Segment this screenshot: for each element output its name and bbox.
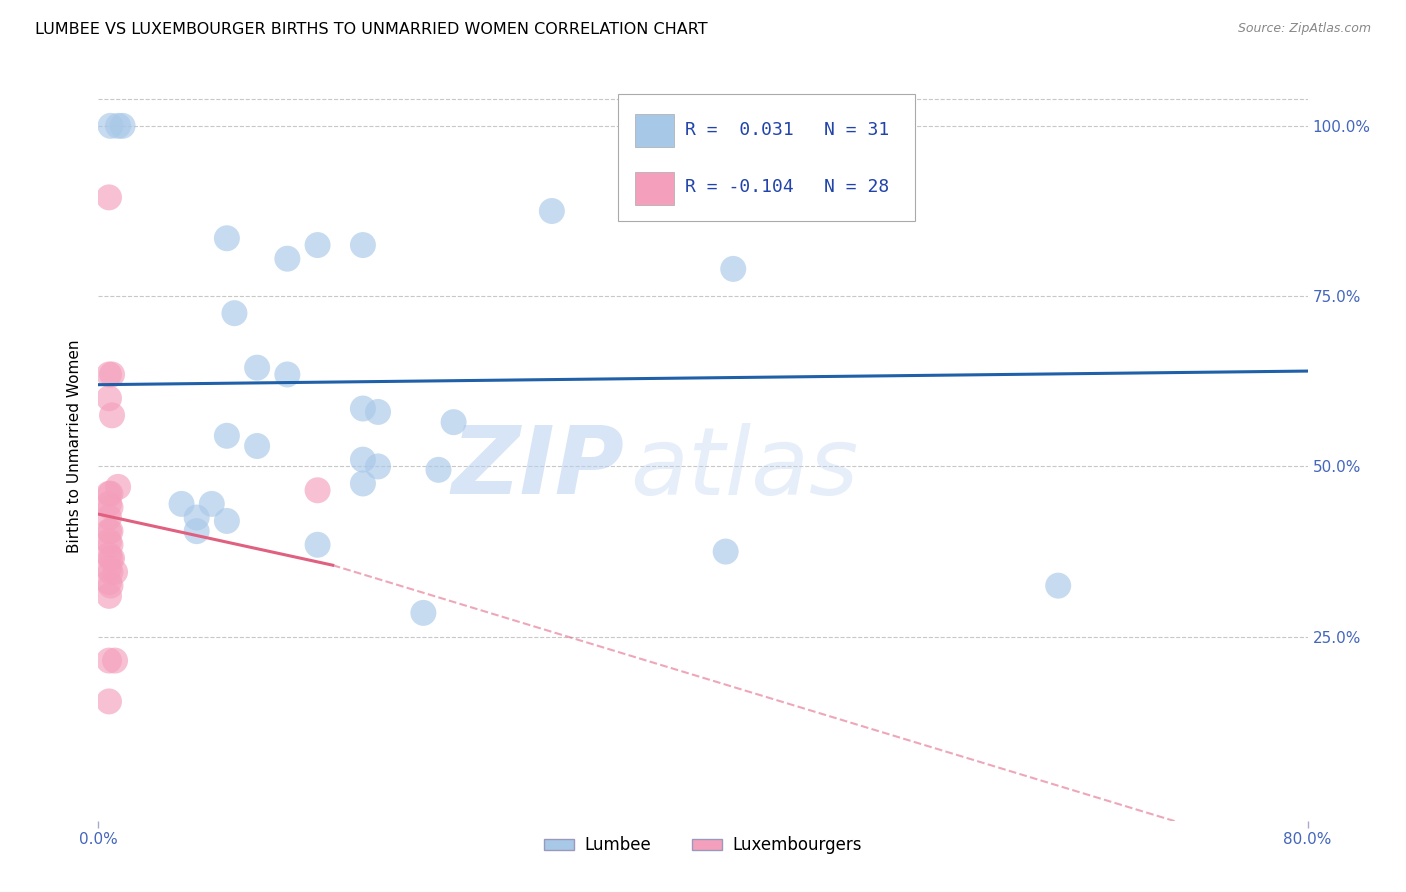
Point bbox=[98, 548, 121, 562]
Point bbox=[276, 252, 298, 266]
Point bbox=[101, 551, 124, 566]
Point bbox=[107, 119, 129, 133]
Text: R = -0.104: R = -0.104 bbox=[685, 178, 793, 196]
Point bbox=[352, 452, 374, 467]
Point bbox=[98, 190, 121, 204]
FancyBboxPatch shape bbox=[619, 94, 915, 221]
Point bbox=[737, 119, 759, 133]
Point bbox=[307, 238, 329, 252]
Point bbox=[104, 565, 127, 579]
Point bbox=[101, 368, 124, 382]
Point bbox=[101, 409, 124, 423]
Point bbox=[98, 654, 121, 668]
Point bbox=[714, 544, 737, 558]
Point bbox=[307, 538, 329, 552]
Point bbox=[352, 476, 374, 491]
Point bbox=[100, 538, 122, 552]
Point bbox=[98, 497, 121, 511]
Point bbox=[186, 510, 208, 524]
Point bbox=[100, 119, 122, 133]
Point bbox=[100, 579, 122, 593]
Text: LUMBEE VS LUXEMBOURGER BIRTHS TO UNMARRIED WOMEN CORRELATION CHART: LUMBEE VS LUXEMBOURGER BIRTHS TO UNMARRI… bbox=[35, 22, 707, 37]
Text: atlas: atlas bbox=[630, 423, 859, 514]
Point bbox=[352, 238, 374, 252]
Point bbox=[100, 500, 122, 515]
Point bbox=[246, 360, 269, 375]
Point bbox=[215, 429, 238, 443]
Point bbox=[170, 497, 193, 511]
Text: N = 31: N = 31 bbox=[824, 120, 889, 139]
Point bbox=[98, 694, 121, 708]
Point bbox=[367, 459, 389, 474]
FancyBboxPatch shape bbox=[636, 172, 673, 205]
Point bbox=[100, 551, 122, 566]
Point bbox=[107, 480, 129, 494]
Point bbox=[723, 261, 745, 276]
Point bbox=[100, 565, 122, 579]
Text: R =  0.031: R = 0.031 bbox=[685, 120, 793, 139]
Point bbox=[104, 654, 127, 668]
Point bbox=[98, 524, 121, 538]
Point bbox=[215, 514, 238, 528]
Point bbox=[367, 405, 389, 419]
Point bbox=[98, 486, 121, 500]
Legend: Lumbee, Luxembourgers: Lumbee, Luxembourgers bbox=[537, 830, 869, 861]
Point bbox=[201, 497, 224, 511]
Point bbox=[98, 510, 121, 524]
Point bbox=[307, 483, 329, 498]
Point bbox=[98, 575, 121, 590]
Point bbox=[100, 524, 122, 538]
Point bbox=[1047, 579, 1070, 593]
Point bbox=[427, 463, 450, 477]
Point bbox=[98, 561, 121, 575]
Point bbox=[276, 368, 298, 382]
Point bbox=[98, 368, 121, 382]
Point bbox=[540, 204, 562, 219]
FancyBboxPatch shape bbox=[636, 114, 673, 147]
Point bbox=[98, 534, 121, 549]
Text: N = 28: N = 28 bbox=[824, 178, 889, 196]
Point bbox=[443, 415, 465, 429]
Point bbox=[412, 606, 434, 620]
Point bbox=[100, 486, 122, 500]
Y-axis label: Births to Unmarried Women: Births to Unmarried Women bbox=[67, 339, 83, 553]
Point bbox=[98, 392, 121, 406]
Point bbox=[186, 524, 208, 538]
Point bbox=[98, 589, 121, 603]
Point bbox=[215, 231, 238, 245]
Point bbox=[111, 119, 134, 133]
Text: Source: ZipAtlas.com: Source: ZipAtlas.com bbox=[1237, 22, 1371, 36]
Point bbox=[224, 306, 246, 320]
Point bbox=[352, 401, 374, 416]
Text: ZIP: ZIP bbox=[451, 423, 624, 515]
Point bbox=[246, 439, 269, 453]
